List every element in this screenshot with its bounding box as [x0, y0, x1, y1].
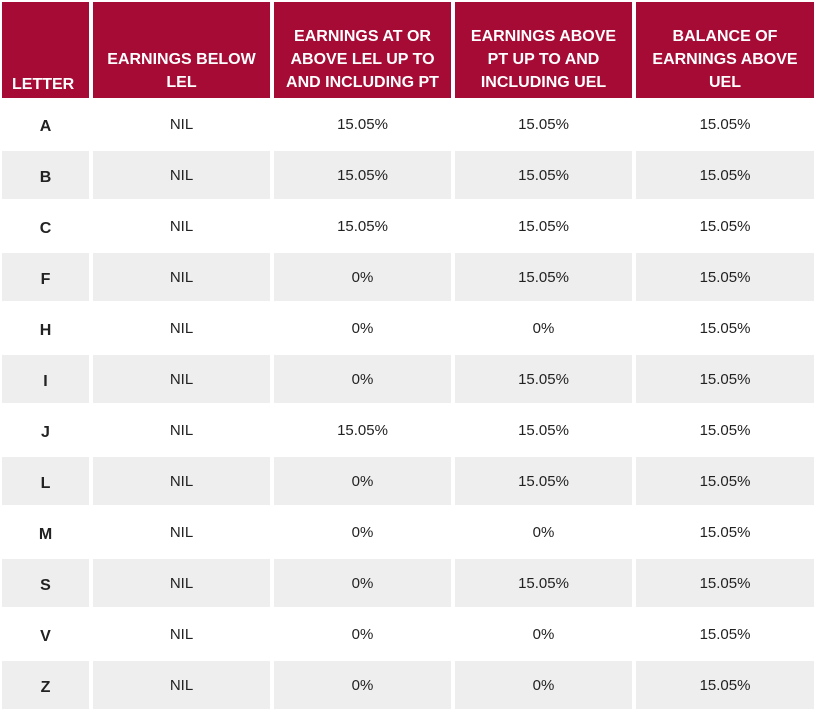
rate-above-uel: 15.05%: [636, 355, 814, 403]
rate-lel-to-pt: 15.05%: [274, 151, 451, 199]
category-letter: L: [2, 457, 89, 505]
header-earnings-pt-to-uel: EARNINGS ABOVE PT UP TO AND INCLUDING UE…: [455, 2, 632, 98]
rate-lel-to-pt: 15.05%: [274, 202, 451, 250]
rate-pt-to-uel: 0%: [455, 508, 632, 556]
rate-pt-to-uel: 0%: [455, 610, 632, 658]
rate-above-uel: 15.05%: [636, 304, 814, 352]
category-letter: F: [2, 253, 89, 301]
rate-pt-to-uel: 15.05%: [455, 355, 632, 403]
rate-above-uel: 15.05%: [636, 457, 814, 505]
category-letter: A: [2, 100, 89, 148]
category-letter: B: [2, 151, 89, 199]
rate-above-uel: 15.05%: [636, 151, 814, 199]
rate-below-lel: NIL: [93, 304, 270, 352]
rate-lel-to-pt: 0%: [274, 508, 451, 556]
category-letter: C: [2, 202, 89, 250]
category-letter: V: [2, 610, 89, 658]
rate-below-lel: NIL: [93, 202, 270, 250]
rate-pt-to-uel: 15.05%: [455, 151, 632, 199]
rate-lel-to-pt: 15.05%: [274, 100, 451, 148]
rate-below-lel: NIL: [93, 355, 270, 403]
rate-above-uel: 15.05%: [636, 559, 814, 607]
category-letter: J: [2, 406, 89, 454]
category-letter: M: [2, 508, 89, 556]
header-earnings-lel-to-pt: EARNINGS AT OR ABOVE LEL UP TO AND INCLU…: [274, 2, 451, 98]
rate-above-uel: 15.05%: [636, 100, 814, 148]
rate-pt-to-uel: 0%: [455, 304, 632, 352]
rate-below-lel: NIL: [93, 406, 270, 454]
header-balance-above-uel: BALANCE OF EARNINGS ABOVE UEL: [636, 2, 814, 98]
rate-pt-to-uel: 0%: [455, 661, 632, 709]
category-letter: H: [2, 304, 89, 352]
rate-below-lel: NIL: [93, 610, 270, 658]
rate-below-lel: NIL: [93, 559, 270, 607]
rate-below-lel: NIL: [93, 253, 270, 301]
header-letter: LETTER: [2, 2, 89, 98]
header-earnings-below-lel: EARNINGS BELOW LEL: [93, 2, 270, 98]
rate-pt-to-uel: 15.05%: [455, 253, 632, 301]
rate-above-uel: 15.05%: [636, 610, 814, 658]
rate-below-lel: NIL: [93, 151, 270, 199]
rate-lel-to-pt: 0%: [274, 610, 451, 658]
rate-above-uel: 15.05%: [636, 202, 814, 250]
rate-below-lel: NIL: [93, 661, 270, 709]
rate-lel-to-pt: 0%: [274, 457, 451, 505]
rate-lel-to-pt: 0%: [274, 559, 451, 607]
rate-pt-to-uel: 15.05%: [455, 457, 632, 505]
rate-above-uel: 15.05%: [636, 661, 814, 709]
category-letter: I: [2, 355, 89, 403]
rate-above-uel: 15.05%: [636, 508, 814, 556]
rate-lel-to-pt: 0%: [274, 661, 451, 709]
rate-pt-to-uel: 15.05%: [455, 406, 632, 454]
rate-above-uel: 15.05%: [636, 253, 814, 301]
rate-pt-to-uel: 15.05%: [455, 559, 632, 607]
rate-pt-to-uel: 15.05%: [455, 100, 632, 148]
rate-lel-to-pt: 0%: [274, 253, 451, 301]
rate-lel-to-pt: 15.05%: [274, 406, 451, 454]
rate-above-uel: 15.05%: [636, 406, 814, 454]
rate-lel-to-pt: 0%: [274, 355, 451, 403]
rate-lel-to-pt: 0%: [274, 304, 451, 352]
rate-below-lel: NIL: [93, 100, 270, 148]
rate-pt-to-uel: 15.05%: [455, 202, 632, 250]
rate-below-lel: NIL: [93, 508, 270, 556]
rate-below-lel: NIL: [93, 457, 270, 505]
category-letter: Z: [2, 661, 89, 709]
category-letter: S: [2, 559, 89, 607]
